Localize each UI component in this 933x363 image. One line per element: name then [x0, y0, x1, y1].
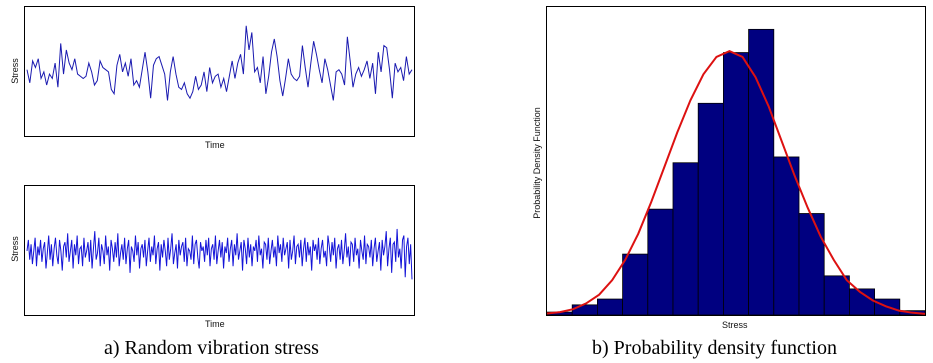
pdf-fit-curve	[546, 50, 926, 315]
caption-left: a) Random vibration stress	[104, 337, 319, 359]
histogram-bar	[672, 162, 699, 316]
bottom-time-xlabel: Time	[205, 319, 225, 329]
histogram-bar	[622, 253, 649, 316]
bottom-stress-series-line	[26, 228, 413, 280]
top-stress-plot-frame	[24, 6, 415, 137]
top-time-xlabel: Time	[205, 140, 225, 150]
top-stress-series-line	[26, 25, 413, 101]
bottom-stress-plot-frame	[24, 185, 415, 316]
top-stress-plot	[26, 25, 413, 101]
histogram-bar	[697, 102, 724, 316]
histogram-bar	[848, 288, 875, 316]
histogram-plot	[546, 28, 926, 316]
bottom-stress-plot	[26, 228, 413, 280]
histogram-bar	[823, 275, 850, 316]
top-stress-ylabel: Stress	[10, 58, 20, 84]
histogram-bar	[647, 208, 674, 316]
histogram-xlabel: Stress	[722, 320, 748, 330]
histogram-frame	[546, 6, 926, 316]
histogram-bar	[597, 298, 624, 316]
histogram-bar	[571, 304, 598, 316]
pdf-ylabel: Probability Density Function	[532, 107, 542, 219]
histogram-bar	[798, 213, 825, 316]
histogram-bar	[773, 156, 800, 316]
caption-right: b) Probability density function	[592, 337, 837, 359]
bottom-stress-ylabel: Stress	[10, 236, 20, 262]
histogram-bar	[722, 52, 749, 316]
